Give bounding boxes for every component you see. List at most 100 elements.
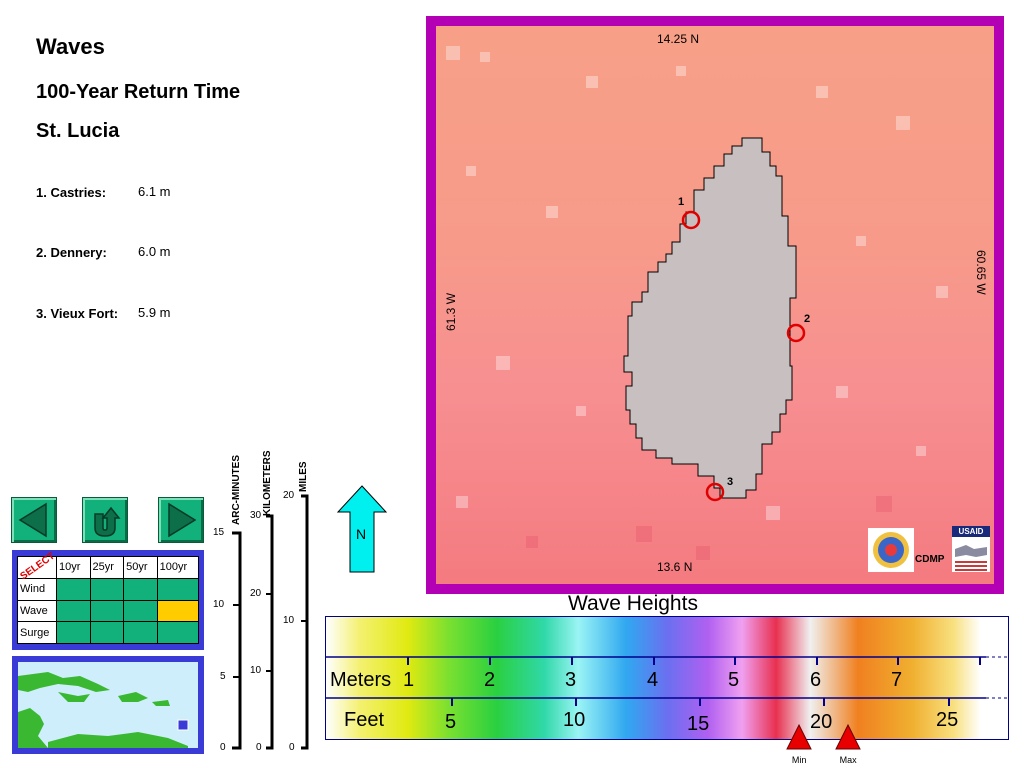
km-tick-10: 10 <box>250 665 262 676</box>
north-arrow: N <box>336 484 388 574</box>
island-shape <box>623 137 797 499</box>
cdmp-label: CDMP <box>915 554 945 565</box>
cell-wave-100yr[interactable] <box>156 599 200 623</box>
station-value: 6.0 m <box>138 244 171 259</box>
mile-tick-0: 0 <box>289 742 295 753</box>
legend-title: Wave Heights <box>568 592 698 615</box>
select-grid: SELECT 10yr 25yr 50yr 100yr Wind Wave Su… <box>17 551 200 644</box>
north-label: N <box>356 526 367 542</box>
usaid-text: USAID <box>952 526 990 537</box>
cell-surge-10yr[interactable] <box>56 621 91 644</box>
overview-map[interactable] <box>18 662 198 748</box>
min-label: Min <box>791 755 807 765</box>
km-tick-30: 30 <box>250 510 262 521</box>
max-label: Max <box>839 755 857 765</box>
marker-2-label: 2 <box>804 313 811 325</box>
station-value: 5.9 m <box>138 305 171 320</box>
station-label: 3. Vieux Fort: <box>36 306 119 321</box>
max-marker: Max <box>833 723 863 765</box>
select-corner: SELECT <box>17 551 57 582</box>
meters-label: Meters <box>330 669 392 691</box>
cell-wind-100yr[interactable] <box>156 577 200 601</box>
arrow-right-icon <box>168 502 197 538</box>
arc-tick-0: 0 <box>220 742 226 753</box>
meter-tick-1: 1 <box>403 669 415 691</box>
meter-tick-6: 6 <box>810 669 822 691</box>
arc-tick-10: 10 <box>213 599 225 610</box>
triangle-up-icon <box>786 723 812 750</box>
km-tick-0: 0 <box>256 742 262 753</box>
arc-tick-5: 5 <box>220 671 226 682</box>
feet-tick-20: 20 <box>810 711 833 733</box>
station-label: 2. Dennery: <box>36 245 107 260</box>
page-subtitle: 100-Year Return Time <box>36 81 241 103</box>
left-longitude-label: 61.3 W <box>444 292 458 331</box>
north-arrow-icon <box>336 485 388 573</box>
marker-1-icon <box>681 210 701 230</box>
row-label-wind: Wind <box>17 577 57 601</box>
oas-logo <box>868 528 914 572</box>
cell-wind-50yr[interactable] <box>123 577 158 601</box>
meter-tick-5: 5 <box>728 669 740 691</box>
bottom-latitude-label: 13.6 N <box>657 560 693 574</box>
cell-surge-25yr[interactable] <box>89 621 125 644</box>
column-header-50yr[interactable]: 50yr <box>123 556 158 579</box>
column-header-10yr[interactable]: 10yr <box>56 556 91 579</box>
cell-wind-25yr[interactable] <box>89 577 125 601</box>
station-value: 6.1 m <box>138 184 171 199</box>
min-marker: Min <box>784 723 814 765</box>
column-header-25yr[interactable]: 25yr <box>89 556 125 579</box>
legend-color-bar <box>326 617 1008 739</box>
return-button[interactable] <box>82 497 128 543</box>
cell-wave-10yr[interactable] <box>56 599 91 623</box>
cell-wave-50yr[interactable] <box>123 599 158 623</box>
location-marker-icon <box>177 719 189 731</box>
arc-tick-15: 15 <box>213 527 225 538</box>
map-frame: 1 2 3 14.25 N 13.6 N 61.3 W 60.65 W CDMP… <box>426 16 1004 594</box>
cell-surge-100yr[interactable] <box>156 621 200 644</box>
handshake-icon <box>952 537 990 572</box>
feet-label: Feet <box>344 709 385 731</box>
meter-ticks <box>407 657 981 665</box>
usaid-logo: USAID <box>952 526 990 572</box>
scale-bars: ARC-MINUTES KILOMETERS MILES 15 10 5 0 3… <box>213 450 318 760</box>
marker-3-icon <box>705 482 725 502</box>
meter-tick-3: 3 <box>565 669 577 691</box>
page-title: Waves <box>36 34 105 59</box>
next-button[interactable] <box>158 497 204 543</box>
km-tick-20: 20 <box>250 588 262 599</box>
cell-wind-10yr[interactable] <box>56 577 91 601</box>
top-latitude-label: 14.25 N <box>657 32 700 46</box>
u-turn-icon <box>94 506 121 537</box>
select-label: SELECT <box>18 550 58 583</box>
cell-wave-25yr[interactable] <box>89 599 125 623</box>
feet-tick-25: 25 <box>936 709 959 731</box>
map-area[interactable]: 1 2 3 14.25 N 13.6 N 61.3 W 60.65 W CDMP… <box>436 26 994 584</box>
mile-tick-20: 20 <box>283 490 295 501</box>
select-panel: SELECT 10yr 25yr 50yr 100yr Wind Wave Su… <box>12 550 204 650</box>
map-graphic <box>446 46 948 560</box>
feet-tick-5: 5 <box>445 711 457 733</box>
meter-tick-4: 4 <box>647 669 659 691</box>
meter-tick-2: 2 <box>484 669 496 691</box>
column-header-100yr[interactable]: 100yr <box>156 556 200 579</box>
cell-surge-50yr[interactable] <box>123 621 158 644</box>
marker-3-label: 3 <box>727 476 734 488</box>
location-title: St. Lucia <box>36 120 120 142</box>
row-label-wave: Wave <box>17 599 57 623</box>
triangle-up-icon <box>835 723 861 750</box>
meter-tick-7: 7 <box>891 669 903 691</box>
overview-map-panel <box>12 656 204 754</box>
mile-tick-10: 10 <box>283 615 295 626</box>
arrow-left-icon <box>18 502 47 538</box>
feet-tick-10: 10 <box>563 709 586 731</box>
station-vieux-fort: 3. Vieux Fort: 5.9 m <box>36 305 171 323</box>
previous-button[interactable] <box>11 497 57 543</box>
station-dennery: 2. Dennery: 6.0 m <box>36 244 171 262</box>
scale-bars-graphic <box>232 494 309 750</box>
marker-1-label: 1 <box>678 196 685 208</box>
feet-tick-15: 15 <box>687 713 710 735</box>
oas-emblem-icon <box>873 532 909 568</box>
right-longitude-label: 60.65 W <box>974 250 988 295</box>
wave-height-legend: Meters 1 2 3 4 5 6 7 Feet 5 10 15 20 25 <box>325 616 1009 740</box>
